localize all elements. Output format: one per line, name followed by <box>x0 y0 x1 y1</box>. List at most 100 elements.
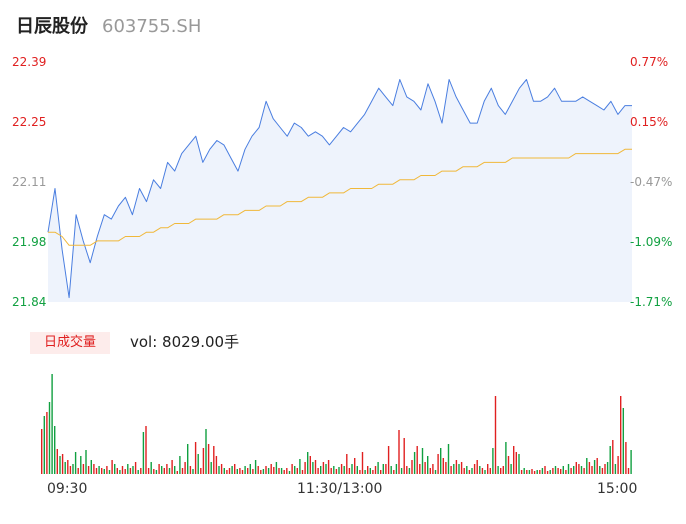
volume-bar <box>359 470 361 474</box>
price-tick-label: 22.39 <box>12 55 47 69</box>
volume-bar <box>254 460 257 474</box>
volume-bar <box>354 458 356 474</box>
volume-bar <box>257 466 259 474</box>
volume-bar <box>445 462 447 474</box>
volume-bar <box>244 466 246 474</box>
volume-bar <box>59 456 61 474</box>
price-chart[interactable] <box>0 0 686 330</box>
volume-bar <box>192 469 194 474</box>
volume-bar <box>453 464 455 474</box>
volume-bar <box>518 454 520 474</box>
volume-bar <box>513 446 515 474</box>
price-tick-label: 22.25 <box>12 115 47 129</box>
volume-bar <box>630 450 632 474</box>
volume-bar <box>262 469 265 474</box>
volume-bar <box>265 466 267 474</box>
volume-bar <box>460 462 463 474</box>
volume-bar <box>101 468 103 474</box>
volume-bar <box>142 432 145 474</box>
volume-bar <box>283 470 285 474</box>
volume-bar <box>41 429 43 474</box>
volume-bar <box>536 470 538 474</box>
volume-chart[interactable] <box>0 360 686 480</box>
volume-bar <box>116 468 118 474</box>
volume-bar <box>226 470 228 474</box>
volume-bar <box>593 460 596 474</box>
volume-bar <box>267 468 270 474</box>
volume-bar <box>103 469 105 474</box>
volume-bar <box>236 469 238 474</box>
change-tick-label: 0.77% <box>630 55 669 69</box>
volume-bar <box>565 470 567 474</box>
volume-bar <box>74 452 77 474</box>
volume-bar <box>69 466 72 474</box>
volume-bar <box>385 464 387 474</box>
volume-bar <box>228 468 231 474</box>
volume-bar <box>591 466 593 474</box>
price-tick-label: 22.11 <box>12 175 47 189</box>
volume-bar <box>150 462 152 474</box>
volume-bar <box>181 468 184 474</box>
volume-bar <box>215 456 218 474</box>
volume-bar <box>202 448 205 474</box>
volume-bar <box>614 464 617 474</box>
volume-bar <box>481 468 484 474</box>
volume-bar <box>106 466 108 474</box>
change-tick-label: -0.47% <box>630 175 673 189</box>
volume-bar <box>314 460 317 474</box>
volume-bar <box>476 460 478 474</box>
volume-bar <box>108 470 111 474</box>
volume-bar <box>114 464 116 474</box>
volume-bar <box>541 468 544 474</box>
volume-bar <box>294 466 296 474</box>
volume-bar <box>158 464 160 474</box>
volume-bar <box>601 468 604 474</box>
volume-bar <box>134 462 137 474</box>
volume-bar <box>280 468 283 474</box>
volume-bar <box>309 456 311 474</box>
volume-bar <box>163 468 165 474</box>
volume-bar <box>552 468 554 474</box>
price-tick-label: 21.84 <box>12 295 47 309</box>
volume-bar <box>48 402 51 474</box>
volume-bar <box>471 468 473 474</box>
volume-bar <box>153 469 155 474</box>
volume-bar <box>395 464 398 474</box>
volume-bar <box>497 466 499 474</box>
volume-bar <box>56 449 58 474</box>
volume-bar <box>166 464 168 474</box>
volume-bar <box>583 468 585 474</box>
volume-bar <box>239 468 241 474</box>
volume-bar <box>301 470 304 474</box>
volume-bar <box>627 468 630 474</box>
volume-bar <box>348 468 351 474</box>
volume-bar <box>604 464 606 474</box>
volume-bar <box>427 456 429 474</box>
volume-bar <box>351 464 353 474</box>
volume-bar <box>46 412 48 474</box>
volume-bar <box>403 438 405 474</box>
volume-bar <box>505 442 507 474</box>
volume-bar <box>520 470 523 474</box>
volume-readout: vol: 8029.00手 <box>130 333 240 351</box>
change-tick-label: -1.09% <box>630 235 673 249</box>
volume-bar <box>234 464 236 474</box>
volume-bar <box>612 440 614 474</box>
volume-bar <box>369 468 371 474</box>
stock-code: 603755.SH <box>102 16 202 37</box>
volume-bar <box>80 456 82 474</box>
volume-bar <box>64 462 66 474</box>
volume-bar <box>119 470 121 474</box>
volume-bar <box>450 466 452 474</box>
volume-bar <box>220 464 223 474</box>
volume-bar <box>400 468 403 474</box>
volume-bar <box>325 464 327 474</box>
volume-bar <box>189 466 192 474</box>
volume-bar <box>93 464 95 474</box>
volume-bar <box>416 446 418 474</box>
volume-bar <box>98 466 100 474</box>
time-label-open: 09:30 <box>47 481 88 497</box>
volume-bar <box>466 466 468 474</box>
volume-bar <box>200 468 202 474</box>
volume-bar <box>320 466 322 474</box>
